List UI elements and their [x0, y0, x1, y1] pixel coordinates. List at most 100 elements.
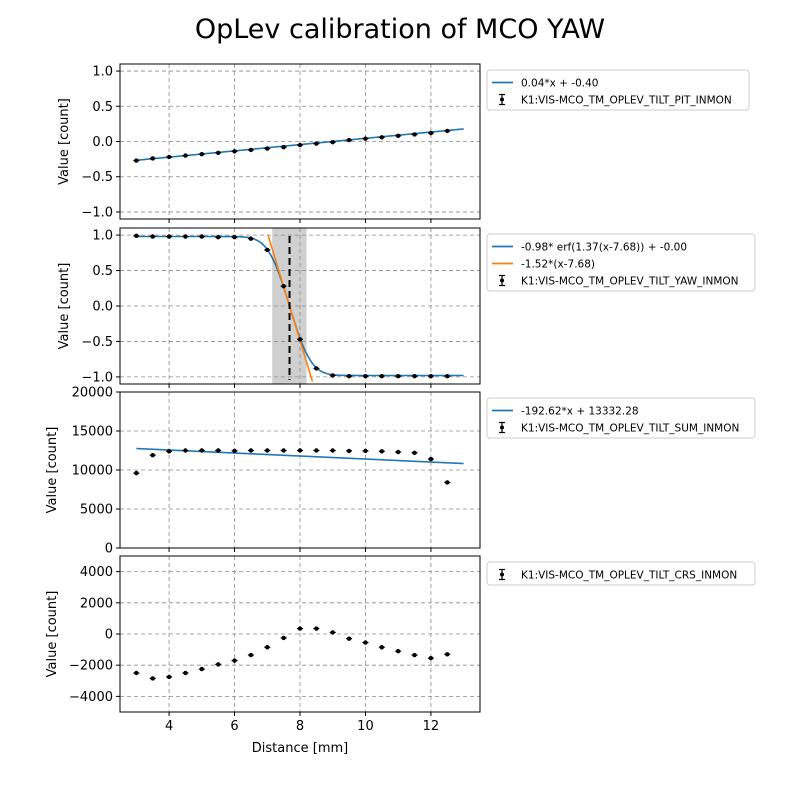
- data-point: [248, 236, 254, 241]
- y-tick-label: 1.0: [92, 65, 113, 80]
- y-axis-label: Value [count]: [45, 591, 60, 678]
- subplot-2: −1.0 −0.5 0.0 0.5 1.0 Value [count] -0.98* erf…: [57, 227, 756, 388]
- data-point: [248, 147, 254, 153]
- data-point: [445, 374, 450, 379]
- data-point: [445, 480, 450, 485]
- data-point: [346, 137, 352, 143]
- legend-label: K1:VIS-MCO_TM_OPLEV_TILT_SUM_INMON: [521, 422, 739, 434]
- data-point: [232, 448, 237, 454]
- y-tick-label: −1.0: [81, 205, 113, 220]
- data-point: [428, 655, 434, 661]
- y-tick-label: 0.0: [92, 135, 113, 150]
- y-tick-label: 0.5: [92, 264, 113, 279]
- data-point: [428, 456, 434, 462]
- data-point: [248, 652, 254, 658]
- figure-title: OpLev calibration of MCO YAW: [195, 14, 605, 45]
- data-point: [183, 670, 188, 676]
- legend-box: [486, 397, 756, 439]
- y-tick-label: 10000: [72, 464, 113, 479]
- data-point: [428, 374, 434, 379]
- data-point: [199, 234, 205, 239]
- legend-label: 0.04*x + -0.40: [521, 77, 598, 89]
- x-axis-label: Distance [mm]: [252, 741, 348, 756]
- data-point: [150, 234, 155, 239]
- y-axis-label: Value [count]: [57, 98, 72, 185]
- data-point: [281, 635, 286, 641]
- y-tick-label: −2000: [69, 659, 113, 674]
- legend-box: [486, 233, 756, 292]
- data-point: [166, 449, 172, 454]
- legend-label: -1.52*(x-7.68): [521, 258, 595, 270]
- data-point: [379, 645, 385, 650]
- legend-point-icon: [500, 572, 504, 577]
- data-point: [232, 149, 237, 154]
- x-tick-label: 10: [357, 719, 374, 734]
- data-point: [297, 142, 303, 148]
- data-point: [166, 674, 172, 680]
- data-point: [314, 626, 319, 631]
- legend-label: K1:VIS-MCO_TM_OPLEV_TILT_PIT_INMON: [521, 94, 732, 106]
- data-point: [330, 140, 335, 145]
- data-point: [150, 676, 155, 681]
- data-point: [265, 645, 270, 650]
- legend-point-icon: [500, 278, 504, 283]
- data-point: [395, 648, 401, 654]
- data-point: [215, 662, 221, 667]
- data-point: [183, 153, 188, 158]
- data-point: [232, 235, 237, 240]
- data-point: [314, 448, 319, 453]
- data-point: [346, 448, 352, 454]
- data-point: [248, 448, 254, 453]
- data-point: [314, 141, 319, 146]
- data-point: [445, 128, 450, 134]
- data-point: [199, 448, 205, 453]
- y-tick-label: 1.0: [92, 229, 113, 244]
- data-point: [314, 366, 319, 371]
- legend-point-icon: [500, 425, 504, 430]
- y-tick-label: −0.5: [81, 335, 113, 350]
- legend-label: -192.62*x + 13332.28: [521, 405, 639, 417]
- y-axis-label: Value [count]: [45, 427, 60, 514]
- data-point: [199, 666, 205, 672]
- legend: -192.62*x + 13332.28 K1:VIS-MCO_TM_OPLEV_…: [486, 397, 756, 439]
- data-point: [379, 374, 385, 379]
- data-point: [395, 374, 401, 379]
- data-point: [363, 136, 368, 141]
- y-tick-label: 2000: [80, 596, 113, 611]
- data-point: [379, 135, 385, 140]
- data-point: [412, 132, 417, 137]
- data-point: [330, 630, 335, 635]
- data-point: [281, 448, 286, 453]
- legend: 0.04*x + -0.40 K1:VIS-MCO_TM_OPLEV_TILT_P…: [486, 69, 750, 111]
- data-point: [166, 234, 172, 239]
- y-axis-label: Value [count]: [57, 263, 72, 350]
- data-point: [215, 150, 221, 155]
- legend: -0.98* erf(1.37(x-7.68)) + -0.00 -1.52*(x…: [486, 233, 756, 292]
- data-point: [363, 640, 368, 645]
- data-point: [134, 158, 139, 163]
- y-tick-label: 4000: [80, 565, 113, 580]
- data-point: [379, 449, 385, 454]
- y-tick-label: 0.0: [92, 300, 113, 315]
- y-tick-label: 15000: [72, 425, 113, 440]
- data-point: [395, 133, 401, 139]
- y-tick-label: 20000: [72, 386, 113, 401]
- legend-box: [486, 561, 756, 586]
- y-tick-label: −0.5: [81, 170, 113, 185]
- data-point: [134, 670, 139, 676]
- data-point: [395, 449, 401, 455]
- data-point: [166, 154, 172, 160]
- y-tick-label: 5000: [80, 503, 113, 518]
- subplot-4: −4000 −2000 0 2000 4000 4 6 8 10 12 Value [count] K…: [45, 555, 756, 734]
- y-tick-label: 0.5: [92, 100, 113, 115]
- legend-label: K1:VIS-MCO_TM_OPLEV_TILT_CRS_INMON: [521, 569, 737, 581]
- legend: K1:VIS-MCO_TM_OPLEV_TILT_CRS_INMON: [486, 561, 756, 586]
- data-point: [215, 448, 221, 453]
- data-point: [183, 448, 188, 453]
- data-point: [412, 374, 417, 379]
- data-point: [297, 448, 303, 453]
- data-point: [134, 233, 139, 238]
- data-point: [412, 652, 417, 658]
- data-point: [346, 636, 352, 641]
